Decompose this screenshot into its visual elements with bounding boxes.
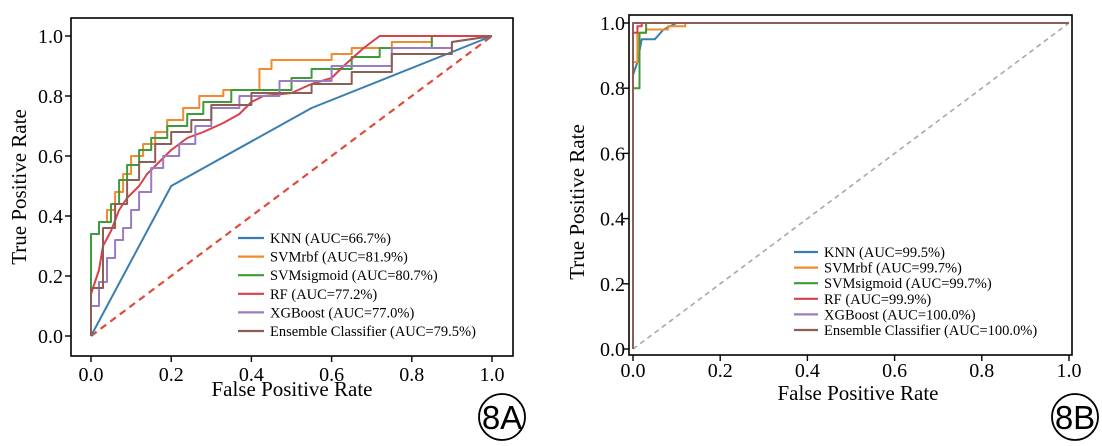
figure-badge-8a: 8A [478,393,526,441]
x-tick-label: 0.4 [239,364,264,386]
y-tick-label: 0.6 [38,146,63,168]
legend-label-knn: KNN (AUC=99.5%) [824,245,945,261]
x-axis-label: False Positive Rate [212,377,373,401]
y-axis-label: True Positive Rate [565,124,589,280]
roc-curve-ensemble [90,35,493,336]
x-axis-label: False Positive Rate [778,381,939,405]
y-tick-label: 0.0 [600,339,625,361]
legend-label-xgboost: XGBoost (AUC=100.0%) [824,307,976,323]
legend-label-xgboost: XGBoost (AUC=77.0%) [270,305,414,321]
badge-circle [478,393,526,441]
x-tick-label: 1.0 [480,364,505,386]
x-tick-label: 0.8 [969,360,994,382]
y-tick-label: 0.8 [38,86,63,108]
legend: KNN (AUC=99.5%)SVMrbf (AUC=99.7%)SVMsigm… [794,245,1037,339]
figure-badge-8b: 8B [1051,393,1099,441]
roc-curve-ensemble [632,22,1069,349]
legend-label-svmsigmoid: SVMsigmoid (AUC=99.7%) [824,276,992,292]
badge-circle [1051,393,1099,441]
legend-label-svmrbf: SVMrbf (AUC=99.7%) [824,261,962,277]
legend-label-ensemble: Ensemble Classifier (AUC=100.0%) [824,323,1037,339]
roc-chart-8a: 0.0 0.2 0.4 0.6 0.8 1.0 0.0 0.2 0.4 0.6 0.8 1.0 Fal… [7,17,526,441]
legend-label-rf: RF (AUC=99.9%) [824,292,931,308]
chance-line [632,22,1070,350]
legend: KNN (AUC=66.7%) SVMrbf (AUC=81.9%) SVMsigm… [238,231,476,340]
y-tick-label: 0.2 [38,266,63,288]
plot-area-frame [628,14,1073,356]
roc-curve-xgboost [90,35,493,336]
legend-label-svmrbf: SVMrbf (AUC=81.9%) [270,250,408,266]
roc-curves [90,35,493,337]
x-tick-label: 1.0 [1057,360,1082,382]
roc-curve-svmsigmoid [90,35,492,336]
x-tick-label: 0.6 [319,364,344,386]
y-tick-label: 0.0 [38,326,63,348]
legend-label-rf: RF (AUC=77.2%) [270,287,377,303]
legend-label-knn: KNN (AUC=66.7%) [270,231,391,247]
x-tick-label: 0.4 [795,360,820,382]
y-tick-label: 0.8 [600,78,625,100]
y-axis-label: True Positive Rate [7,109,31,265]
chance-diagonal [632,22,1070,350]
legend-label-ensemble: Ensemble Classifier (AUC=79.5%) [270,324,476,340]
roc-curves [632,22,1069,349]
x-tick-label: 0.6 [882,360,907,382]
badge-label: 8B [1055,399,1095,436]
x-tick-label: 0.8 [399,364,424,386]
axis-ticks: 0.0 0.2 0.4 0.6 0.8 1.0 0.0 0.2 0.4 0.6 0.8 1.0 [600,13,1082,382]
roc-curve-knn [90,35,493,337]
legend-label-svmsigmoid: SVMsigmoid (AUC=80.7%) [270,268,438,284]
axis-ticks: 0.0 0.2 0.4 0.6 0.8 1.0 0.0 0.2 0.4 0.6 0.8 1.0 [38,26,505,386]
y-tick-label: 0.6 [600,143,625,165]
x-tick-label: 0.2 [708,360,733,382]
y-tick-label: 0.4 [38,206,63,228]
roc-chart-8b: 0.0 0.2 0.4 0.6 0.8 1.0 0.0 0.2 0.4 0.6 0.8 1.0 Fal… [565,13,1099,441]
y-tick-label: 0.2 [600,274,625,296]
badge-label: 8A [482,399,522,436]
x-tick-label: 0.0 [621,360,646,382]
y-tick-label: 1.0 [600,13,625,35]
x-tick-label: 0.2 [159,364,184,386]
x-tick-label: 0.0 [79,364,104,386]
y-tick-label: 0.4 [600,209,625,231]
y-tick-label: 1.0 [38,26,63,48]
